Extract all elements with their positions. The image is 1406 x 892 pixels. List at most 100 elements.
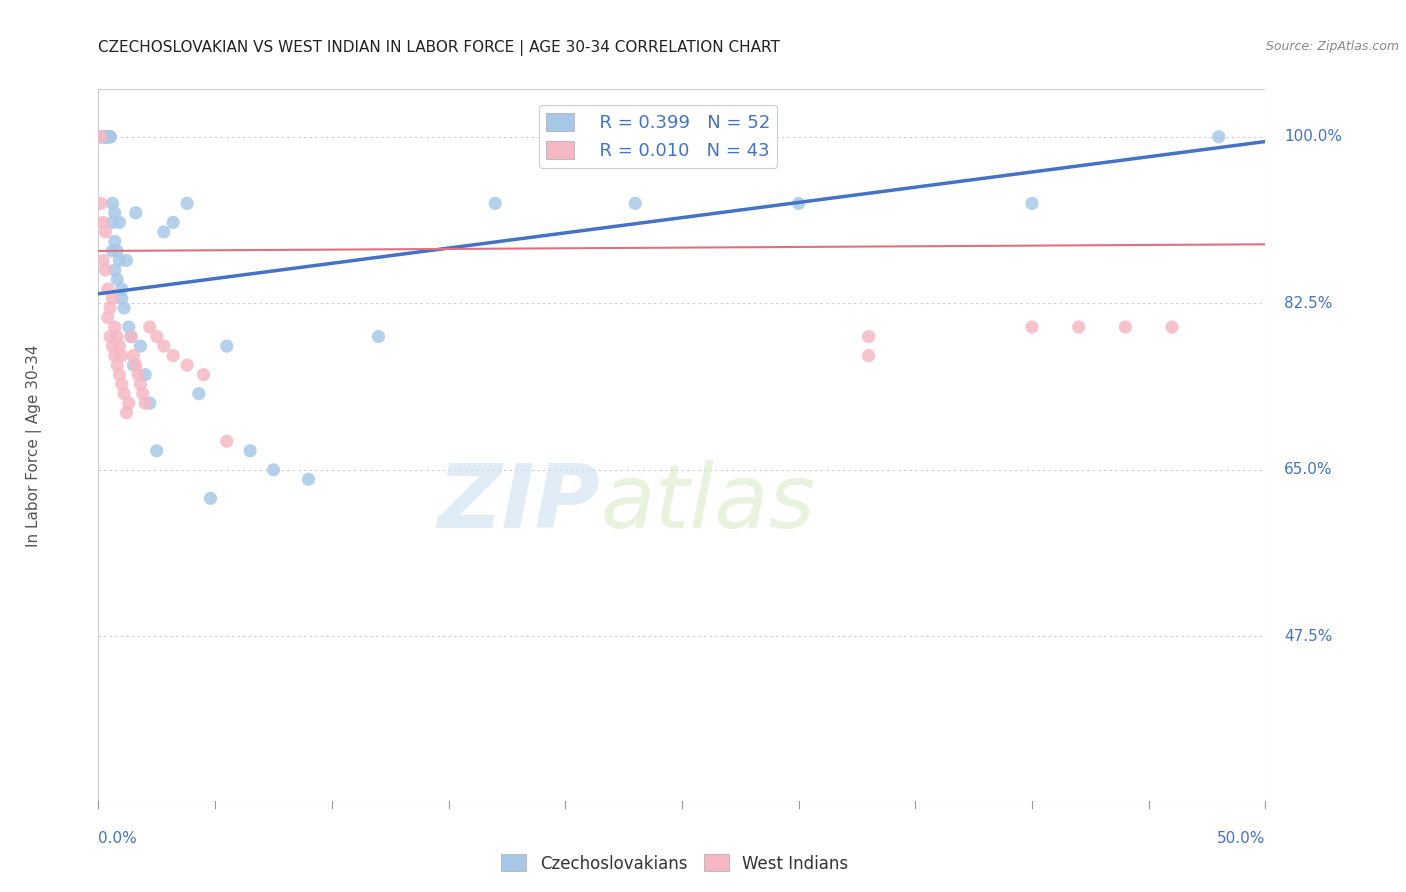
Point [1161, 320, 1184, 334]
Point [105, 358, 128, 372]
Point [91, 129, 114, 144]
Point [94, 263, 117, 277]
Text: 65.0%: 65.0% [1284, 462, 1333, 477]
Point [94, 129, 117, 144]
Text: 100.0%: 100.0% [1284, 129, 1343, 145]
Text: 82.5%: 82.5% [1284, 296, 1333, 310]
Point [97, 129, 120, 144]
Point [94, 129, 117, 144]
Point [239, 443, 262, 458]
Point [98, 129, 121, 144]
Point [105, 244, 128, 258]
Point [858, 329, 880, 343]
Point [111, 349, 134, 363]
Point [97, 129, 120, 144]
Text: ZIP: ZIP [437, 459, 600, 547]
Point [108, 253, 131, 268]
Point [97, 282, 120, 296]
Point [108, 215, 131, 229]
Point [858, 349, 880, 363]
Text: atlas: atlas [600, 460, 815, 546]
Point [118, 396, 141, 410]
Point [787, 196, 810, 211]
Text: Source: ZipAtlas.com: Source: ZipAtlas.com [1265, 40, 1399, 54]
Point [98, 129, 121, 144]
Point [111, 292, 134, 306]
Point [105, 272, 128, 286]
Point [104, 349, 127, 363]
Point [112, 301, 135, 315]
Point [132, 386, 155, 401]
Point [90, 129, 112, 144]
Point [112, 386, 135, 401]
Point [122, 358, 145, 372]
Point [162, 349, 184, 363]
Point [215, 339, 238, 353]
Point [101, 215, 124, 229]
Point [115, 253, 138, 268]
Point [152, 225, 174, 239]
Point [94, 129, 117, 144]
Point [297, 472, 319, 486]
Point [187, 386, 209, 401]
Point [176, 358, 198, 372]
Point [104, 263, 127, 277]
Point [125, 358, 148, 372]
Point [118, 320, 141, 334]
Point [90, 196, 112, 211]
Point [139, 396, 162, 410]
Point [97, 129, 120, 144]
Point [146, 443, 169, 458]
Legend:   R = 0.399   N = 52,   R = 0.010   N = 43: R = 0.399 N = 52, R = 0.010 N = 43 [540, 105, 778, 168]
Point [1067, 320, 1090, 334]
Point [111, 377, 134, 392]
Point [120, 329, 142, 343]
Point [98, 329, 121, 343]
Point [1021, 196, 1043, 211]
Point [105, 329, 128, 343]
Point [94, 225, 117, 239]
Point [108, 339, 131, 353]
Text: 47.5%: 47.5% [1284, 629, 1333, 644]
Point [215, 434, 238, 449]
Point [91, 215, 114, 229]
Point [1021, 320, 1043, 334]
Text: 50.0%: 50.0% [1218, 831, 1265, 847]
Point [94, 129, 117, 144]
Point [484, 196, 506, 211]
Point [176, 196, 198, 211]
Point [367, 329, 389, 343]
Point [120, 329, 142, 343]
Point [129, 339, 152, 353]
Point [200, 491, 222, 506]
Point [1114, 320, 1136, 334]
Point [193, 368, 215, 382]
Point [101, 244, 124, 258]
Point [125, 206, 148, 220]
Text: In Labor Force | Age 30-34: In Labor Force | Age 30-34 [27, 344, 42, 548]
Point [111, 282, 134, 296]
Point [134, 368, 156, 382]
Point [101, 292, 124, 306]
Point [122, 349, 145, 363]
Point [146, 329, 169, 343]
Point [98, 129, 121, 144]
Point [104, 235, 127, 249]
Point [129, 377, 152, 392]
Point [1208, 129, 1230, 144]
Point [91, 129, 114, 144]
Point [152, 339, 174, 353]
Point [101, 196, 124, 211]
Point [97, 310, 120, 325]
Point [94, 129, 117, 144]
Point [162, 215, 184, 229]
Point [97, 129, 120, 144]
Point [139, 320, 162, 334]
Point [127, 368, 149, 382]
Point [134, 396, 156, 410]
Point [104, 320, 127, 334]
Point [90, 129, 112, 144]
Point [108, 368, 131, 382]
Point [104, 206, 127, 220]
Text: CZECHOSLOVAKIAN VS WEST INDIAN IN LABOR FORCE | AGE 30-34 CORRELATION CHART: CZECHOSLOVAKIAN VS WEST INDIAN IN LABOR … [98, 40, 780, 56]
